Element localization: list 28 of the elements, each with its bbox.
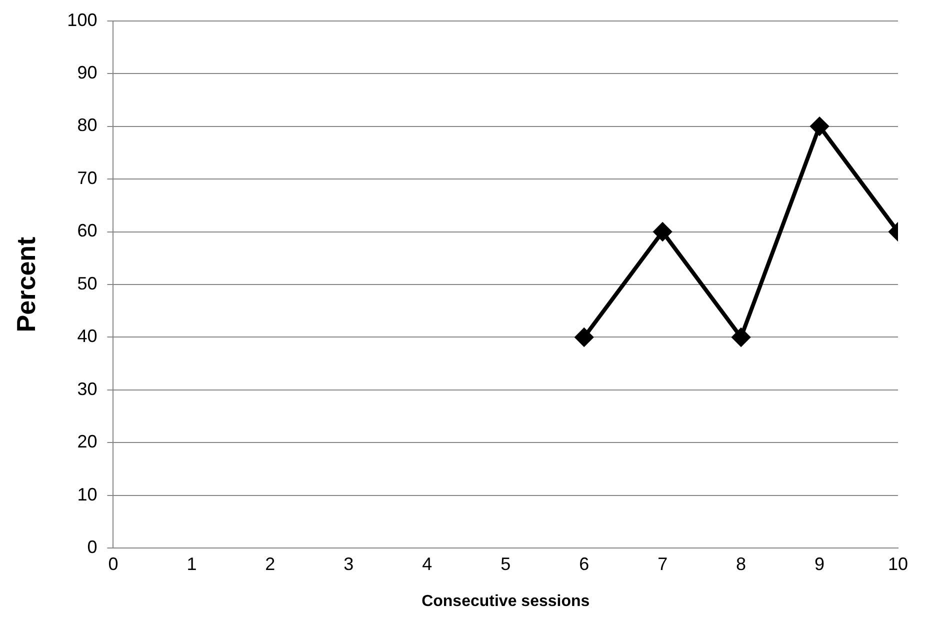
y-tick-label: 100	[67, 10, 98, 30]
x-tick-label: 6	[579, 554, 590, 574]
y-tick-label: 10	[77, 484, 98, 504]
y-tick-label: 30	[77, 378, 98, 399]
y-tick-label: 90	[77, 62, 98, 83]
y-tick-label: 60	[77, 220, 98, 241]
x-tick-label: 7	[658, 554, 668, 574]
x-tick-label: 9	[814, 554, 825, 574]
y-tick-label: 0	[87, 537, 98, 558]
y-tick-label: 80	[77, 115, 98, 136]
x-tick-label: 10	[888, 554, 908, 574]
point	[654, 222, 672, 241]
y-axis-title: Percent	[10, 236, 41, 332]
y-tick-label: 20	[77, 432, 98, 452]
x-tick-label: 1	[186, 554, 197, 574]
y-tick-label: 70	[77, 168, 98, 188]
x-tick-label: 2	[265, 554, 276, 574]
x-tick-label: 4	[422, 554, 432, 574]
y-tick-label: 40	[77, 326, 98, 346]
point	[575, 328, 594, 346]
x-tick-label: 8	[736, 554, 746, 574]
x-tick-label: 5	[500, 554, 511, 574]
x-axis-title: Consecutive sessions	[422, 592, 590, 610]
x-tick-label: 3	[344, 554, 354, 574]
x-tick-label: 0	[108, 554, 118, 574]
point	[732, 328, 750, 346]
point	[810, 117, 829, 136]
y-tick-label: 50	[77, 273, 98, 294]
